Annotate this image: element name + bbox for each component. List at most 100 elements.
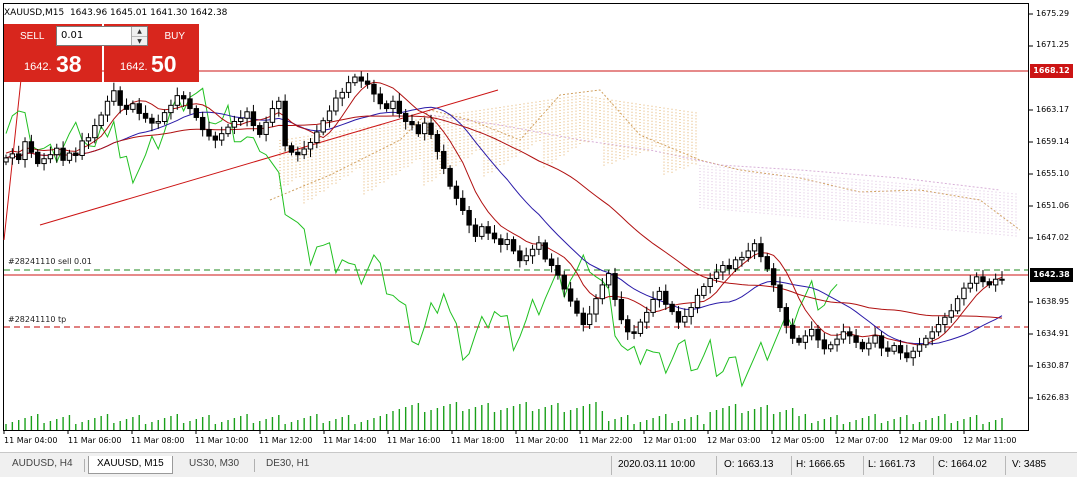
candle-body	[510, 239, 517, 252]
tab-de30-h1[interactable]: DE30, H1	[266, 458, 310, 469]
candle-body	[967, 282, 973, 289]
candle-body	[656, 290, 663, 300]
buy-label: BUY	[164, 31, 185, 42]
candle-body	[701, 286, 707, 296]
candle-body	[859, 341, 866, 350]
tab-divider	[84, 459, 85, 472]
candle-body	[644, 311, 650, 323]
candle-body	[54, 147, 60, 156]
candle-body	[352, 76, 358, 84]
ichimoku-cloud-b	[429, 114, 1001, 191]
candle-body	[758, 243, 764, 258]
candle-body	[770, 268, 777, 286]
candle-body	[428, 122, 434, 135]
candle-body	[485, 226, 491, 234]
moving-average-line	[5, 115, 1003, 319]
candle-body	[720, 264, 726, 273]
candle-body	[536, 242, 542, 250]
stepper-up-icon[interactable]: ▲	[137, 28, 142, 35]
time-axis-label: 12 Mar 09:00	[899, 436, 953, 445]
candle-body	[415, 124, 422, 135]
candle-body	[777, 284, 783, 309]
candle-body	[193, 108, 200, 118]
candle-body	[117, 90, 123, 106]
candle-body	[383, 103, 390, 110]
time-axis-label: 11 Mar 04:00	[4, 436, 58, 445]
candle-body	[745, 250, 751, 258]
candle-body	[434, 133, 441, 152]
candle-body	[130, 103, 136, 110]
bid-price-tag: 1642.38	[1030, 268, 1073, 282]
sell-button[interactable]: SELL 1642. 38	[4, 24, 102, 82]
time-axis-label: 12 Mar 07:00	[835, 436, 889, 445]
candle-body	[885, 347, 891, 352]
candle-body	[586, 313, 593, 326]
candle-body	[364, 80, 371, 85]
candle-body	[923, 337, 929, 346]
candle-body	[732, 259, 739, 270]
candle-body	[980, 276, 986, 283]
sell-order-label[interactable]: #28241110 sell 0.01	[8, 257, 92, 266]
tab-xauusd-m15[interactable]: XAUUSD, M15	[88, 456, 173, 474]
candle-body	[371, 83, 377, 95]
candle-body	[206, 129, 212, 137]
candle-body	[910, 350, 916, 359]
candle-body	[15, 153, 22, 161]
tp-order-label[interactable]: #28241110 tp	[8, 315, 67, 324]
candle-body	[263, 121, 269, 135]
candle-body	[764, 256, 770, 270]
candle-body	[834, 338, 840, 346]
candle-body	[41, 158, 47, 165]
candle-body	[567, 288, 574, 302]
candle-body	[796, 337, 802, 343]
candle-body	[961, 287, 967, 300]
status-divider	[1005, 456, 1006, 475]
candle-body	[517, 250, 523, 262]
ichimoku-cloud-hatch	[279, 95, 697, 205]
price-axis-label: 1671.25	[1036, 40, 1070, 49]
status-volume: V: 3485	[1012, 459, 1047, 470]
candle-body	[180, 95, 187, 100]
time-axis-label: 11 Mar 12:00	[259, 436, 313, 445]
candle-body	[631, 331, 637, 334]
candle-body	[739, 256, 745, 261]
candle-body	[377, 93, 383, 105]
tab-audusd-h4[interactable]: AUDUSD, H4	[12, 458, 73, 469]
candle-body	[694, 294, 701, 309]
bottom-bar: AUDUSD, H4 XAUUSD, M15 US30, M30 DE30, H…	[0, 452, 1077, 477]
kijun-sen-line	[5, 106, 1003, 345]
candle-body	[529, 248, 536, 257]
candle-body	[663, 290, 669, 305]
candle-body	[593, 298, 599, 315]
chart-area[interactable]: XAUUSD,M15 1643.96 1645.01 1641.30 1642.…	[0, 0, 1077, 450]
one-click-trading-panel: SELL 1642. 38 BUY 1642. 50 0.01 ▲ ▼	[4, 24, 199, 82]
status-close: C: 1664.02	[938, 459, 987, 470]
candle-body	[9, 153, 16, 159]
candle-body	[999, 278, 1005, 281]
time-axis-label: 11 Mar 20:00	[515, 436, 569, 445]
candle-body	[238, 117, 244, 123]
time-axis-label: 11 Mar 18:00	[451, 436, 505, 445]
candle-body	[821, 339, 828, 350]
price-axis-label: 1630.87	[1036, 361, 1070, 370]
status-datetime: 2020.03.11 10:00	[618, 459, 696, 470]
lot-size-input[interactable]: 0.01 ▲ ▼	[56, 26, 148, 46]
price-axis-ticks	[1028, 13, 1033, 399]
candle-body	[973, 276, 980, 284]
candle-body	[954, 298, 961, 312]
candle-body	[872, 335, 878, 344]
tab-us30-m30[interactable]: US30, M30	[189, 458, 240, 469]
status-low: L: 1661.73	[868, 459, 916, 470]
price-chart[interactable]	[0, 0, 1077, 450]
stepper-down-icon[interactable]: ▼	[132, 36, 147, 45]
candle-body	[104, 100, 111, 116]
candle-body	[66, 152, 73, 161]
status-divider	[716, 456, 717, 475]
time-axis-label: 12 Mar 03:00	[707, 436, 761, 445]
candle-body	[897, 345, 904, 354]
lot-size-stepper[interactable]: ▲ ▼	[131, 27, 147, 45]
candlesticks	[3, 71, 1005, 366]
candle-body	[650, 298, 656, 313]
status-divider	[863, 456, 864, 475]
candle-body	[187, 98, 193, 110]
